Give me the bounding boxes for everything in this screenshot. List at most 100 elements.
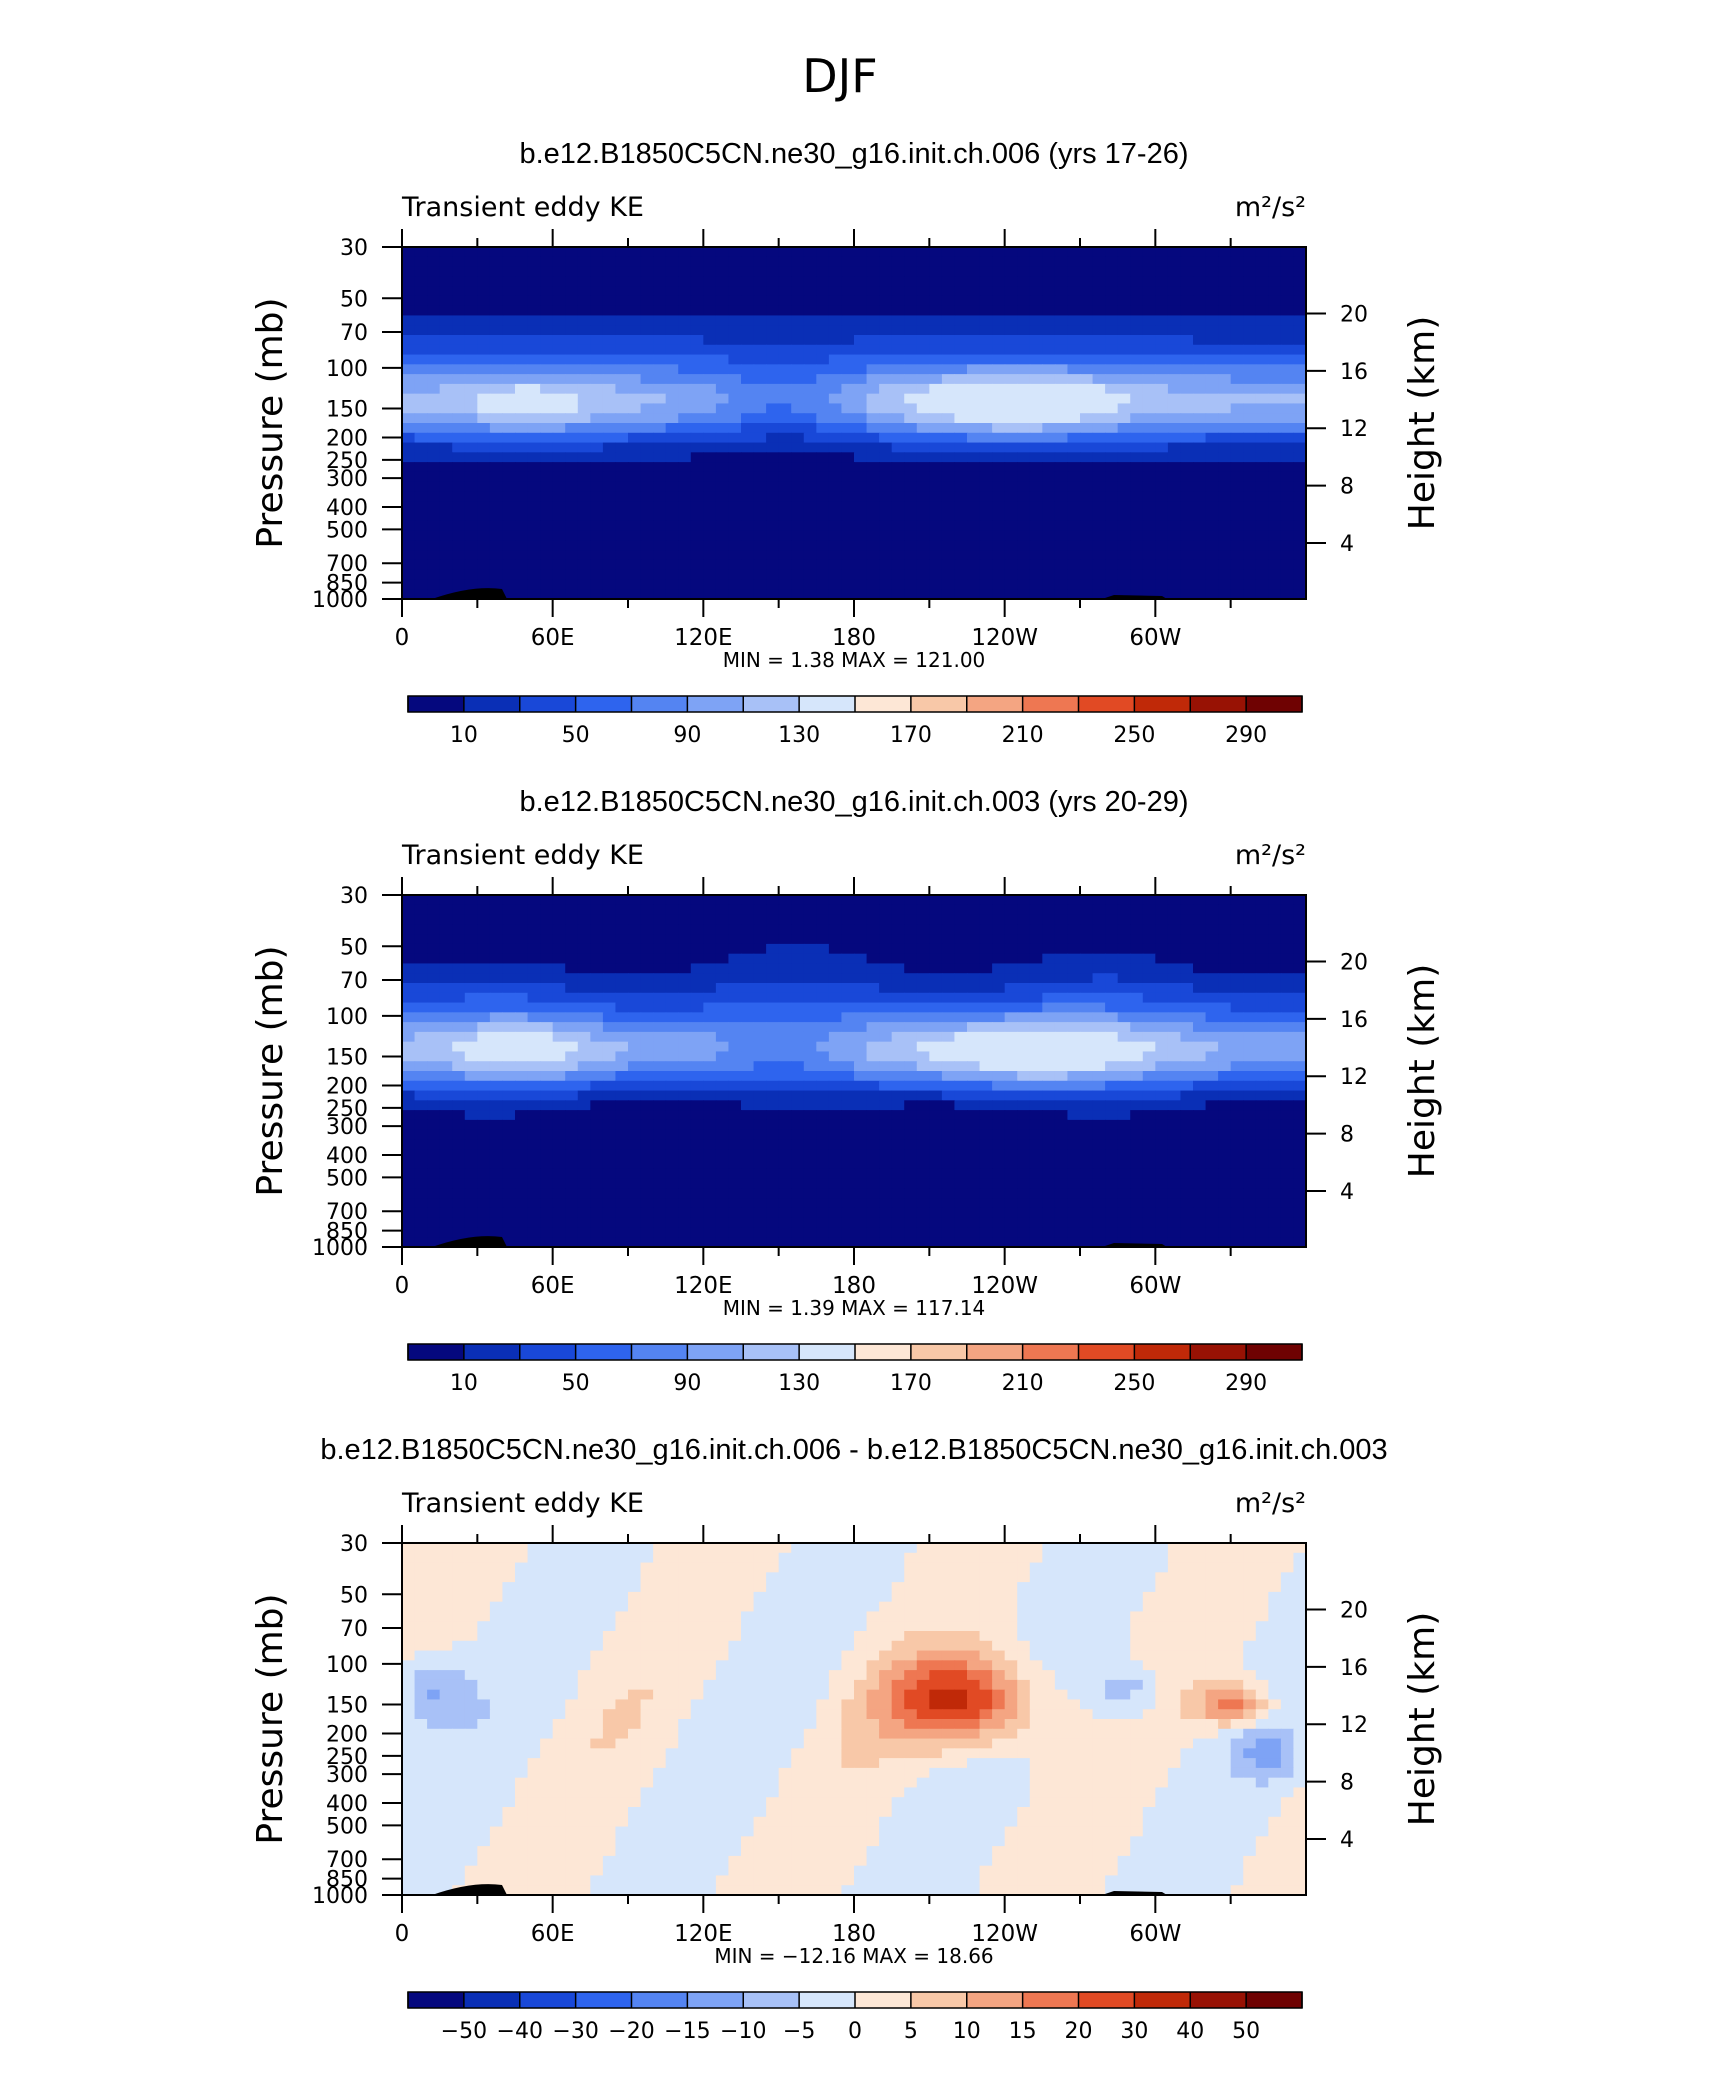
- field-cell: [753, 589, 767, 600]
- field-cell: [1080, 393, 1094, 405]
- field-cell: [439, 1071, 453, 1082]
- field-cell: [527, 462, 541, 473]
- field-cell: [753, 1031, 767, 1043]
- field-cell: [979, 295, 993, 307]
- field-cell: [929, 1100, 943, 1111]
- field-cell: [464, 423, 478, 434]
- field-cell: [489, 1022, 504, 1033]
- field-cell: [1193, 383, 1207, 395]
- field-cell: [577, 983, 591, 994]
- field-cell: [854, 491, 868, 502]
- field-cell: [590, 1002, 604, 1013]
- field-cell: [753, 442, 767, 453]
- field-cell: [803, 1061, 817, 1072]
- field-cell: [477, 432, 491, 444]
- field-cell: [515, 335, 529, 346]
- field-cell: [1130, 1071, 1144, 1082]
- field-cell: [916, 1080, 930, 1092]
- field-cell: [791, 589, 805, 600]
- field-cell: [791, 1198, 805, 1209]
- field-cell: [929, 579, 943, 590]
- field-cell: [628, 471, 642, 483]
- field-cell: [515, 295, 529, 307]
- field-cell: [628, 934, 642, 945]
- field-cell: [602, 1178, 617, 1189]
- field-cell: [1167, 247, 1182, 258]
- field-cell: [929, 1159, 943, 1170]
- field-cell: [1155, 1080, 1169, 1092]
- field-cell: [1004, 559, 1018, 571]
- field-cell: [891, 579, 905, 590]
- field-cell: [803, 934, 817, 945]
- field-cell: [1117, 1188, 1131, 1199]
- field-cell: [979, 1178, 993, 1189]
- field-cell: [854, 1061, 868, 1072]
- field-cell: [753, 256, 767, 268]
- field-cell: [690, 914, 704, 925]
- field-cell: [640, 383, 654, 395]
- field-cell: [1205, 1110, 1219, 1121]
- field-cell: [502, 247, 516, 258]
- field-cell: [1167, 364, 1182, 375]
- field-cell: [1218, 315, 1232, 326]
- x-tick-label: 60E: [531, 625, 575, 651]
- field-cell: [828, 963, 843, 974]
- field-cell: [1268, 413, 1282, 424]
- field-cell: [992, 569, 1006, 581]
- field-cell: [753, 963, 767, 974]
- field-cell: [967, 1041, 981, 1053]
- field-cell: [653, 1139, 667, 1150]
- field-cell: [439, 393, 453, 405]
- field-cell: [502, 305, 516, 317]
- field-cell: [904, 266, 918, 277]
- field-cell: [653, 266, 667, 277]
- field-cell: [1105, 589, 1119, 600]
- field-cell: [414, 550, 428, 561]
- field-cell: [791, 934, 805, 945]
- field-cell: [1155, 1022, 1169, 1033]
- field-cell: [1117, 335, 1131, 346]
- field-cell: [1117, 983, 1131, 994]
- field-cell: [527, 1090, 541, 1101]
- field-cell: [967, 953, 981, 965]
- field-cell: [791, 1071, 805, 1082]
- field-cell: [665, 305, 679, 317]
- field-cell: [929, 1139, 943, 1150]
- field-cell: [439, 904, 453, 916]
- field-cell: [653, 442, 667, 453]
- field-cell: [452, 462, 466, 473]
- field-cell: [1042, 520, 1056, 532]
- field-cell: [1067, 423, 1081, 434]
- field-cell: [565, 973, 579, 984]
- field-cell: [891, 315, 905, 326]
- field-cell: [590, 256, 604, 268]
- field-cell: [590, 1119, 604, 1131]
- field-cell: [904, 1188, 918, 1199]
- field-cell: [653, 1022, 667, 1033]
- field-cell: [816, 924, 830, 935]
- field-cell: [552, 1188, 566, 1199]
- field-cell: [540, 1051, 554, 1062]
- field-cell: [1243, 315, 1257, 326]
- field-cell: [1205, 1178, 1219, 1189]
- field-cell: [1004, 305, 1018, 317]
- field-cell: [803, 1071, 817, 1082]
- field-cell: [1142, 530, 1156, 541]
- field-cell: [1155, 1002, 1169, 1013]
- field-cell: [1205, 963, 1219, 974]
- field-cell: [728, 247, 742, 258]
- field-cell: [916, 491, 930, 502]
- field-cell: [715, 1090, 730, 1101]
- field-cell: [891, 256, 905, 268]
- field-cell: [778, 471, 792, 483]
- field-cell: [1180, 256, 1194, 268]
- field-cell: [477, 511, 491, 522]
- field-cell: [828, 501, 843, 512]
- field-cell: [992, 973, 1006, 984]
- field-cell: [628, 924, 642, 935]
- field-cell: [1067, 1061, 1081, 1072]
- field-cell: [904, 374, 918, 385]
- field-cell: [1130, 481, 1144, 493]
- field-cell: [502, 325, 516, 336]
- field-cell: [854, 1022, 868, 1033]
